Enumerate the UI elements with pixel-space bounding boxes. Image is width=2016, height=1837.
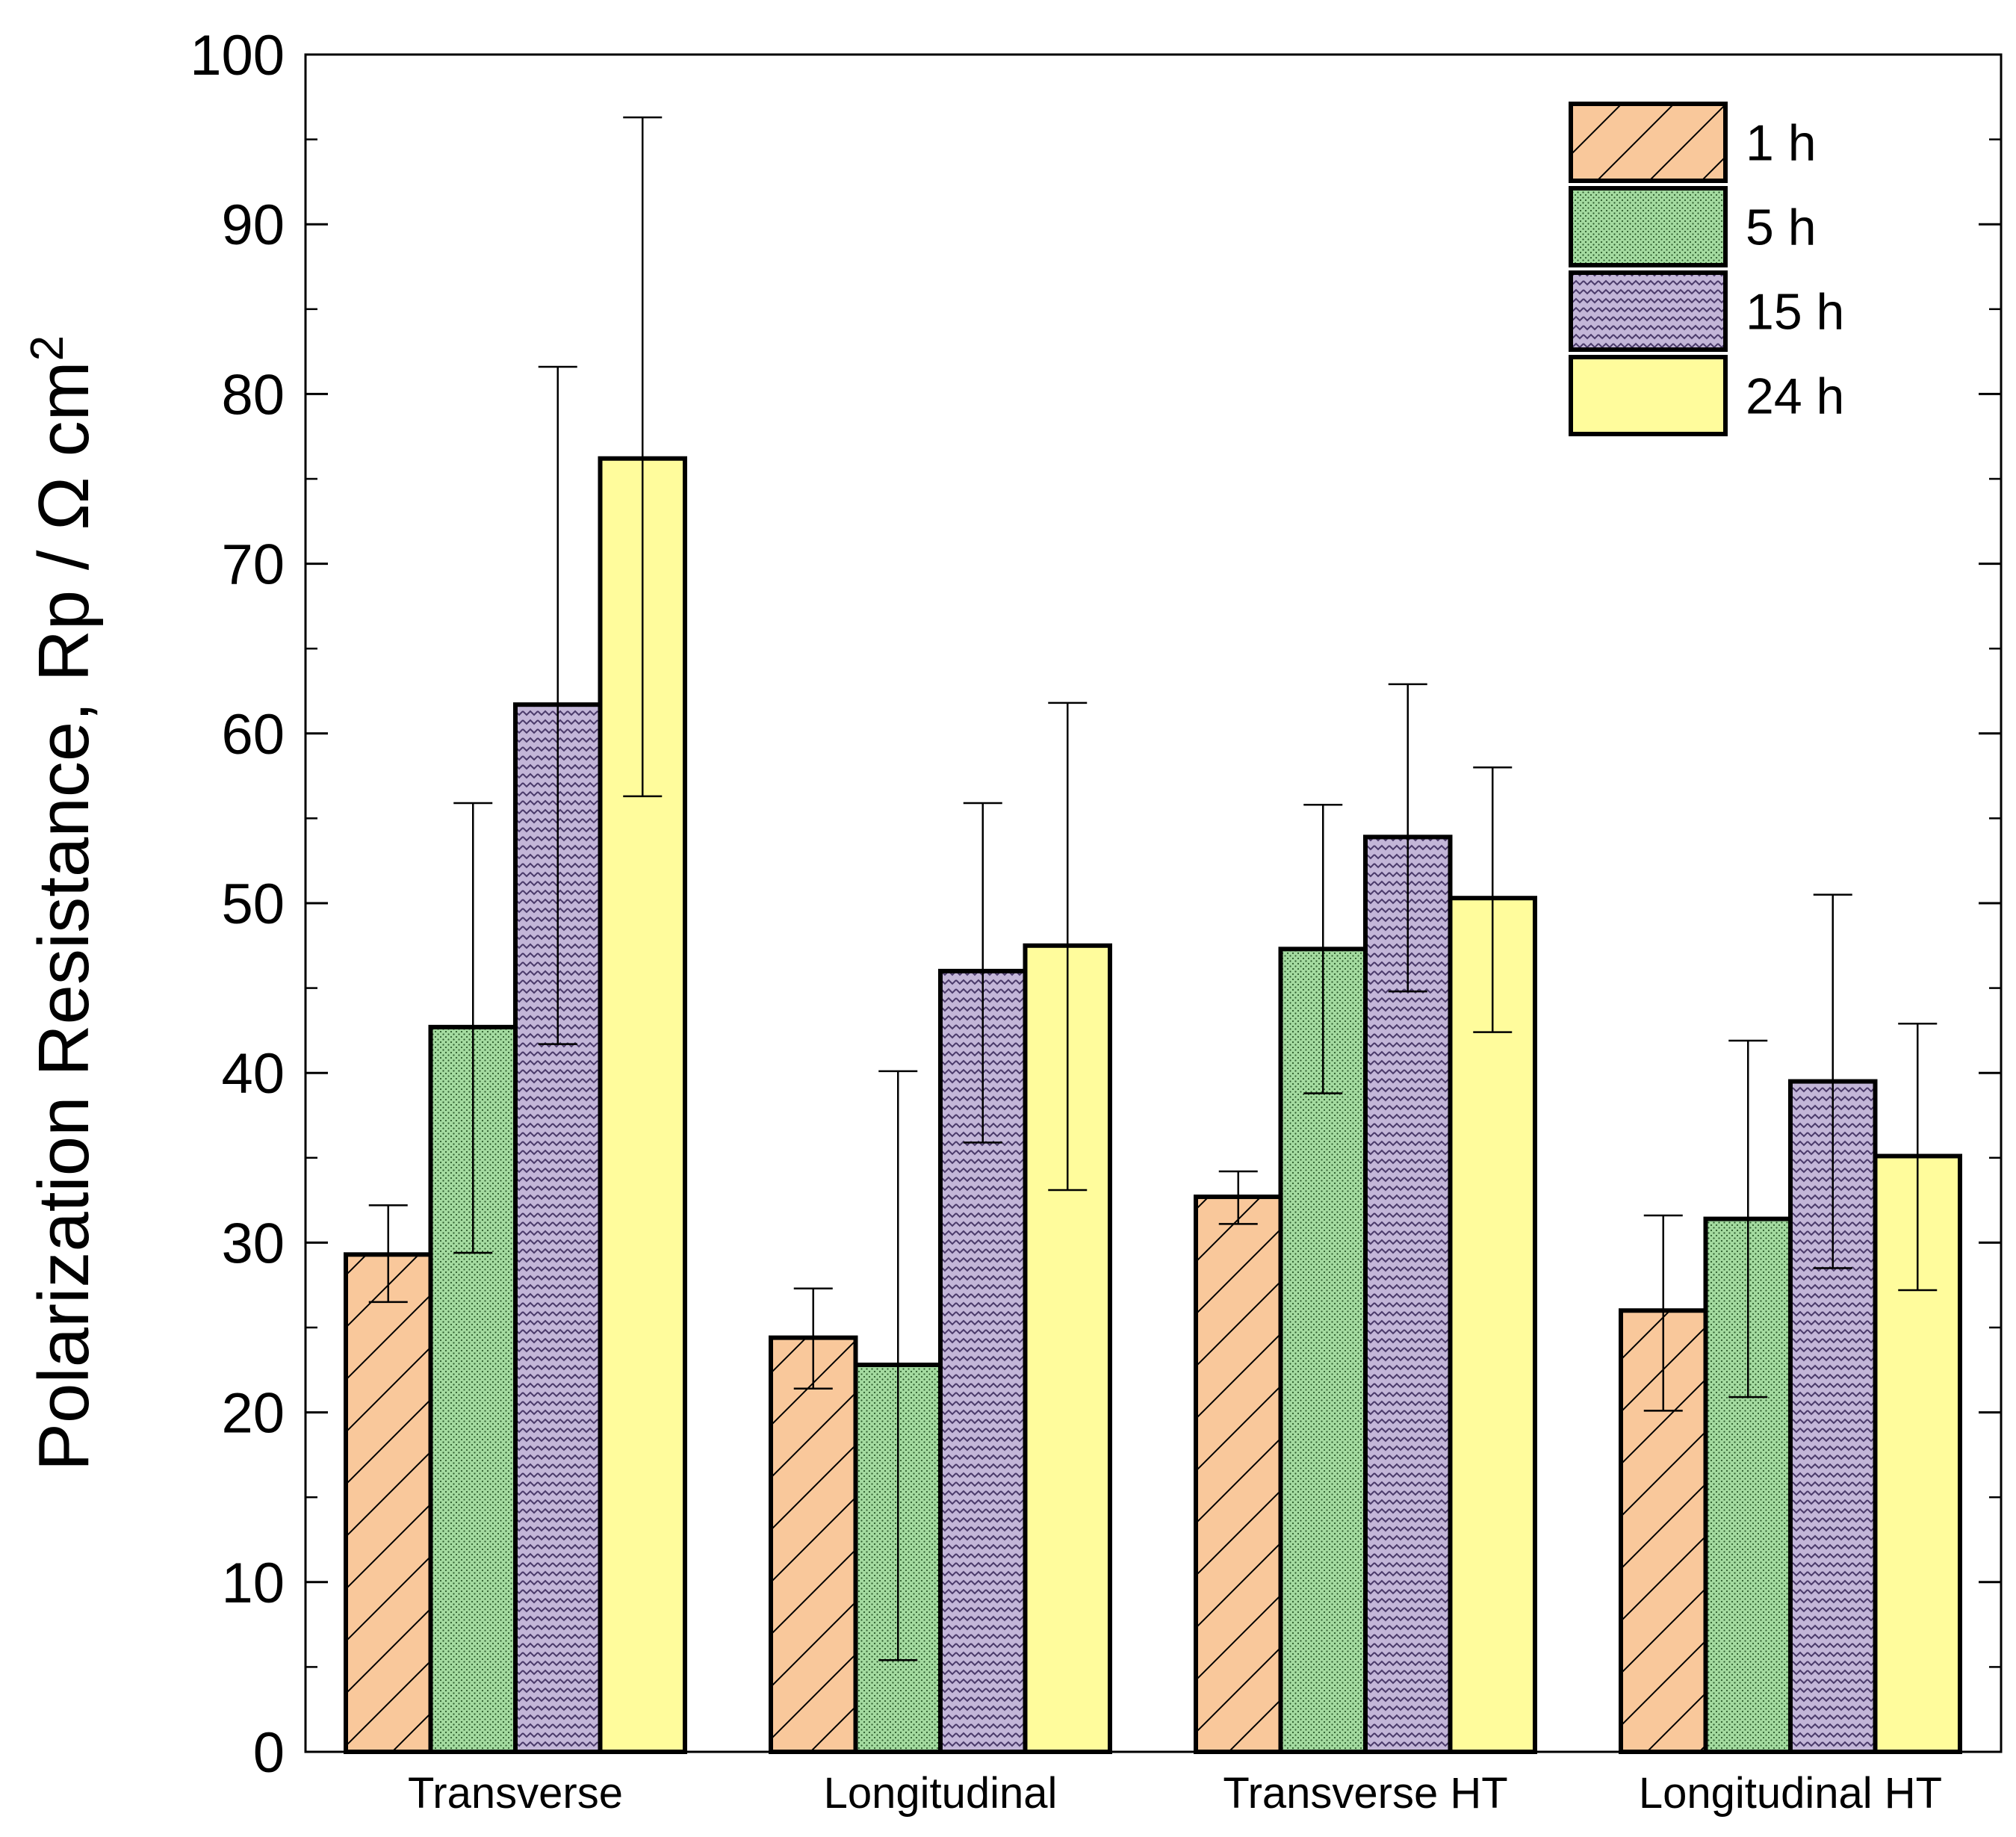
legend-swatch: [1569, 270, 1728, 352]
x-category-label: Longitudinal HT: [1639, 1769, 1942, 1818]
y-tick-label: 40: [221, 1042, 285, 1106]
y-tick-label: 50: [221, 873, 285, 936]
error-bars-group: [368, 116, 1938, 1661]
legend: 1 h 5 h 15 h 24 h: [1569, 102, 1844, 436]
y-tick-label: 20: [221, 1382, 285, 1446]
bars-group: [344, 456, 1962, 1755]
legend-label: 15 h: [1746, 284, 1844, 341]
legend-swatch: [1569, 186, 1728, 267]
x-axis: Transverse Longitudinal Transverse HT Longi…: [408, 1769, 1942, 1818]
bar-1h-transverse: [344, 1252, 433, 1754]
y-tick-label: 70: [221, 533, 285, 597]
y-tick-label: 80: [221, 363, 285, 427]
legend-label: 24 h: [1746, 368, 1844, 425]
legend-label: 1 h: [1746, 115, 1817, 172]
y-axis-title-superscript: 2: [22, 335, 73, 361]
y-tick-label: 30: [221, 1212, 285, 1275]
y-axis-title: Polarization Resistance, Rp / Ω cm2: [22, 335, 104, 1471]
bar-15h-transverse-ht: [1363, 834, 1453, 1754]
y-axis: 0 10 20 30 40 50 60 70 80 90 100: [190, 24, 2001, 1785]
bar-1h-transverse-ht: [1194, 1195, 1283, 1754]
x-category-label: Transverse: [408, 1769, 623, 1818]
y-tick-label: 90: [221, 193, 285, 257]
legend-label: 5 h: [1746, 199, 1817, 256]
y-tick-label: 10: [221, 1552, 285, 1615]
y-tick-label: 60: [221, 703, 285, 766]
legend-swatch: [1569, 355, 1728, 436]
bar-24h-transverse-ht: [1448, 896, 1537, 1754]
y-tick-label: 100: [190, 24, 285, 87]
legend-swatch: [1569, 102, 1728, 183]
y-tick-label: 0: [253, 1721, 285, 1785]
y-axis-title-text: Polarization Resistance, Rp / Ω cm: [24, 361, 104, 1471]
bar-1h-longitudinal: [769, 1335, 858, 1754]
x-category-label: Transverse HT: [1223, 1769, 1507, 1818]
x-category-label: Longitudinal: [824, 1769, 1058, 1818]
